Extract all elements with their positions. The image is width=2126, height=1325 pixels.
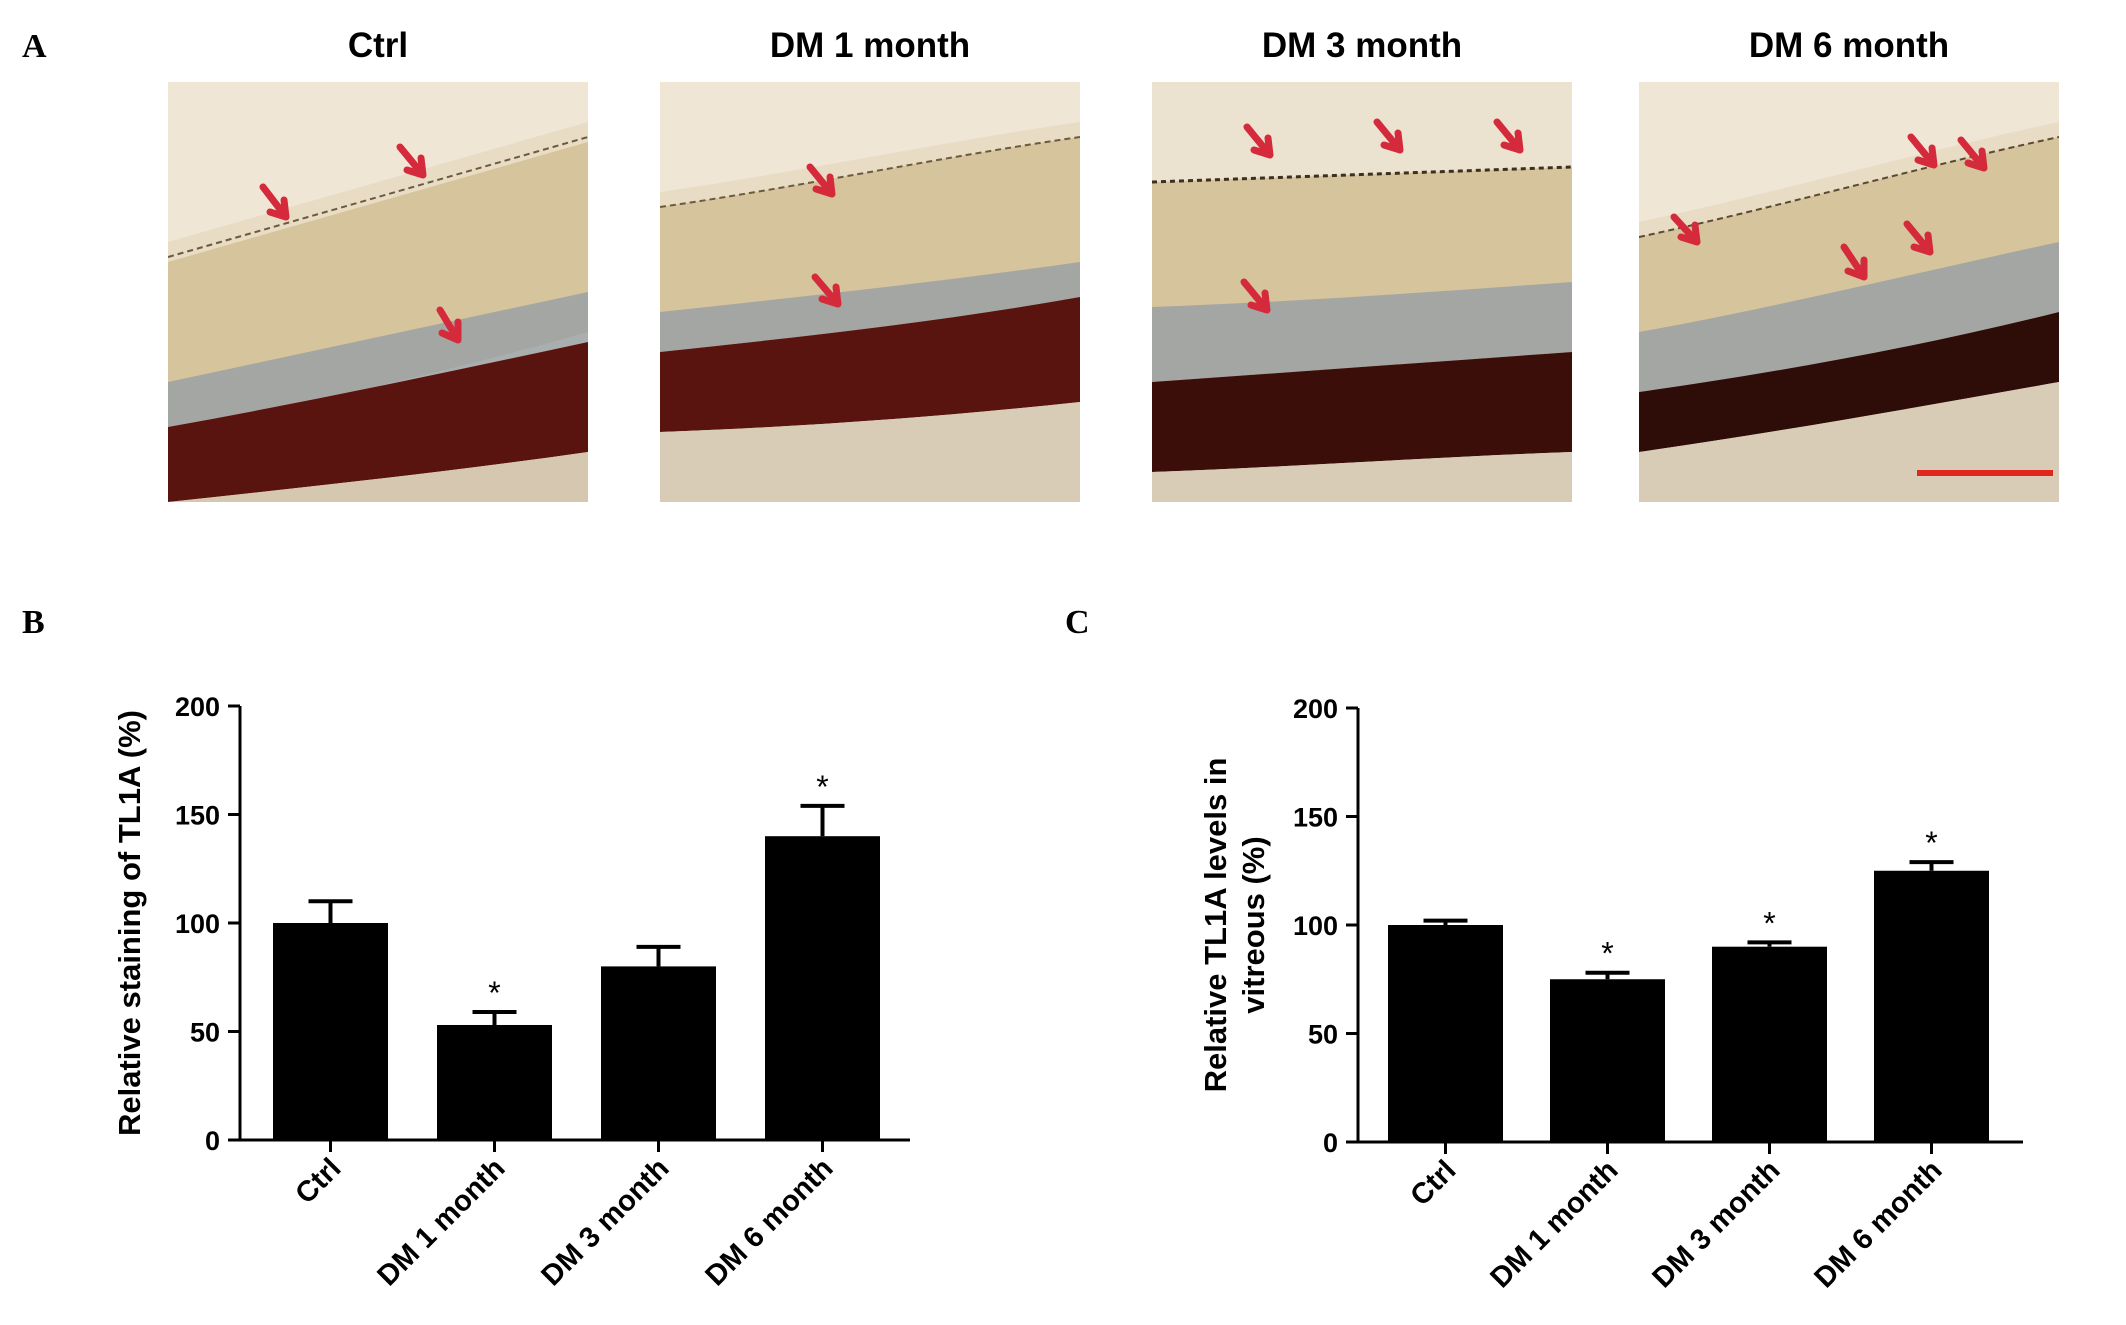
chart-b-x-tick-label-dm-6-month: DM 6 month <box>699 1152 839 1292</box>
chart-b-y-tick-label: 200 <box>175 692 220 722</box>
micrograph-dm1 <box>660 82 1080 502</box>
chart-c-significance-dm-6-month: * <box>1925 825 1937 861</box>
image-title-dm6: DM 6 month <box>1748 26 1950 65</box>
chart-c-y-axis-label: vitreous (%) <box>1236 836 1271 1013</box>
chart-c-bar-dm-6-month <box>1874 870 1989 1142</box>
chart-c-y-tick-label: 100 <box>1293 911 1338 941</box>
chart-c-x-tick-label-ctrl: Ctrl <box>1405 1154 1463 1212</box>
chart-c-y-axis-label: Relative TL1A levels in <box>1198 758 1233 1093</box>
chart-b-significance-dm-1-month: * <box>488 975 500 1011</box>
chart-c-x-tick-label-dm-3-month: DM 3 month <box>1646 1154 1786 1294</box>
chart-b-x-tick-label-dm-1-month: DM 1 month <box>371 1152 511 1292</box>
chart-b-bar-ctrl <box>273 923 388 1140</box>
chart-b-significance-dm-6-month: * <box>816 769 828 805</box>
chart-c-y-tick-label: 0 <box>1323 1128 1338 1158</box>
chart-c: 0 50 100 150 200 Ctrl * DM 1 month * DM 3 month * D… <box>1198 694 2023 1294</box>
image-title-dm3: DM 3 month <box>1261 26 1463 65</box>
chart-b-bar-dm-6-month <box>765 836 880 1140</box>
panel-letter-a: A <box>22 28 47 65</box>
micrograph-dm6 <box>1639 82 2059 502</box>
micrograph-ctrl <box>168 82 588 502</box>
chart-c-y-tick-label: 150 <box>1293 803 1338 833</box>
chart-c-y-tick-label: 200 <box>1293 694 1338 724</box>
chart-c-significance-dm-1-month: * <box>1601 936 1613 972</box>
chart-b-y-tick-label: 0 <box>205 1126 220 1156</box>
image-title-ctrl: Ctrl <box>347 26 409 65</box>
chart-c-bar-dm-1-month <box>1550 979 1665 1142</box>
chart-c-y-tick-label: 50 <box>1308 1020 1338 1050</box>
panel-letter-c: C <box>1065 604 1090 641</box>
chart-c-content: 0 50 100 150 200 Ctrl * DM 1 month * DM 3 month * D… <box>1198 694 2023 1294</box>
chart-b-y-tick-label: 50 <box>190 1018 220 1048</box>
chart-b-bar-dm-3-month <box>601 966 716 1140</box>
chart-b-y-tick-label: 100 <box>175 909 220 939</box>
chart-b-y-axis-label: Relative staining of TL1A (%) <box>112 710 147 1136</box>
micrograph-dm3 <box>1152 82 1572 502</box>
scale-bar <box>1917 470 2053 476</box>
chart-c-bar-ctrl <box>1388 925 1503 1142</box>
chart-c-x-tick-label-dm-1-month: DM 1 month <box>1484 1154 1624 1294</box>
chart-b-y-tick-label: 150 <box>175 801 220 831</box>
chart-b-content: 0 50 100 150 200 Ctrl * DM 1 month DM 3 month * DM… <box>112 692 910 1292</box>
chart-b-bar-dm-1-month <box>437 1024 552 1140</box>
panel-letter-b: B <box>22 604 45 641</box>
chart-c-bar-dm-3-month <box>1712 946 1827 1142</box>
chart-b-x-tick-label-dm-3-month: DM 3 month <box>535 1152 675 1292</box>
chart-c-significance-dm-3-month: * <box>1763 905 1775 941</box>
image-title-dm1: DM 1 month <box>769 26 971 65</box>
chart-c-x-tick-label-dm-6-month: DM 6 month <box>1808 1154 1948 1294</box>
chart-b-x-tick-label-ctrl: Ctrl <box>290 1152 348 1210</box>
chart-b: 0 50 100 150 200 Ctrl * DM 1 month DM 3 month * DM… <box>112 692 910 1292</box>
